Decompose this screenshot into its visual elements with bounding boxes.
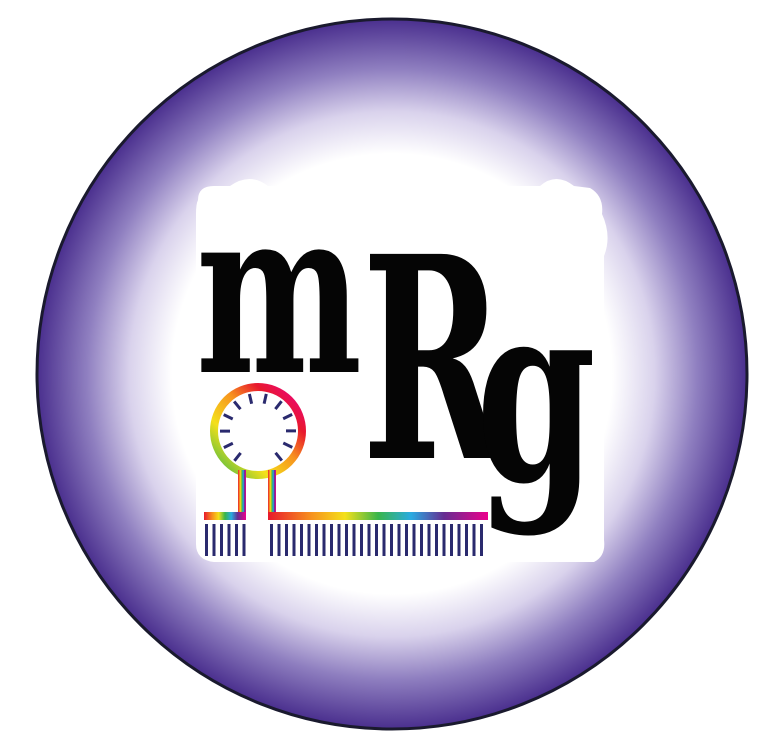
base-tick: [205, 524, 208, 556]
hairpin-stem-left: [238, 470, 246, 516]
backbone-left: [204, 512, 246, 520]
base-tick: [428, 524, 431, 556]
base-tick: [270, 524, 273, 556]
base-tick: [405, 524, 408, 556]
base-tick: [338, 524, 341, 556]
base-tick: [450, 524, 453, 556]
base-tick: [220, 524, 223, 556]
base-tick: [398, 524, 401, 556]
base-tick: [480, 524, 483, 556]
base-tick: [323, 524, 326, 556]
base-tick: [360, 524, 363, 556]
letter-g: g: [476, 245, 596, 539]
base-tick: [473, 524, 476, 556]
base-tick: [420, 524, 423, 556]
letter-m: m: [196, 157, 362, 427]
base-tick: [390, 524, 393, 556]
base-tick: [293, 524, 296, 556]
loop-tick: [264, 394, 266, 404]
base-tick: [375, 524, 378, 556]
base-tick: [278, 524, 281, 556]
base-tick: [368, 524, 371, 556]
base-tick: [213, 524, 216, 556]
base-tick: [383, 524, 386, 556]
base-tick: [243, 524, 246, 556]
base-tick: [465, 524, 468, 556]
base-tick: [235, 524, 238, 556]
base-tick: [458, 524, 461, 556]
base-tick: [435, 524, 438, 556]
base-tick: [285, 524, 288, 556]
base-tick: [300, 524, 303, 556]
base-tick: [413, 524, 416, 556]
backbone-right: [268, 512, 488, 520]
hairpin-stem-right: [268, 470, 276, 516]
base-tick: [315, 524, 318, 556]
base-tick: [353, 524, 356, 556]
base-tick: [228, 524, 231, 556]
base-tick: [308, 524, 311, 556]
base-tick: [330, 524, 333, 556]
base-tick: [345, 524, 348, 556]
base-tick: [443, 524, 446, 556]
